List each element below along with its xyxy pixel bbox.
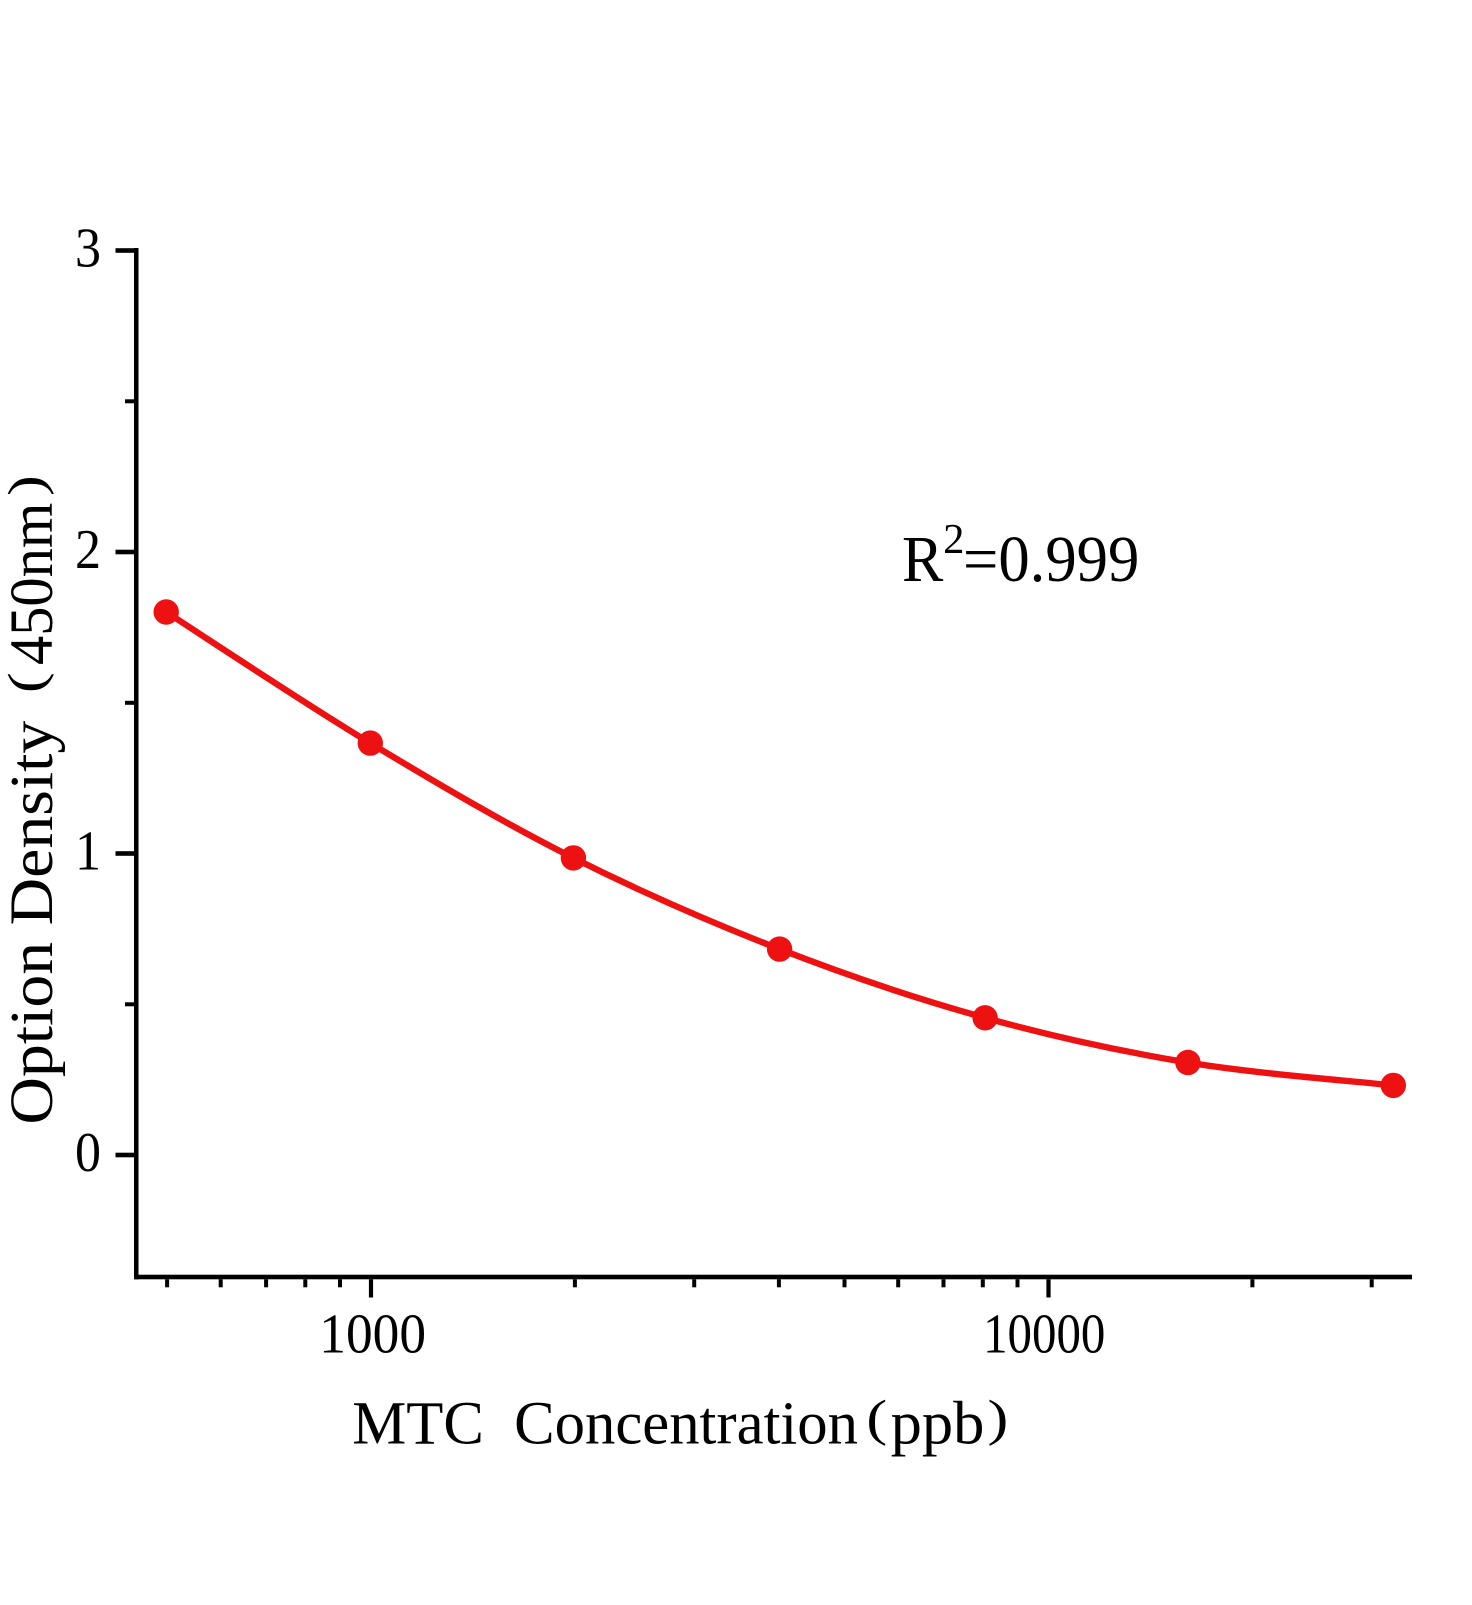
svg-text:1: 1 (75, 821, 101, 883)
svg-text:450nm: 450nm (0, 503, 66, 665)
svg-text:=0.999: =0.999 (963, 523, 1139, 596)
svg-text:2: 2 (75, 519, 101, 581)
svg-text:): ) (988, 1391, 1009, 1447)
svg-text:2: 2 (943, 516, 964, 563)
svg-text:R: R (902, 523, 943, 596)
svg-text:3: 3 (75, 218, 101, 280)
svg-text:10000: 10000 (983, 1304, 1105, 1366)
svg-text:Option Density: Option Density (0, 720, 66, 1125)
svg-text:0: 0 (75, 1122, 101, 1184)
svg-text:): ) (0, 475, 55, 496)
svg-text:(: ( (0, 672, 55, 693)
svg-text:1000: 1000 (319, 1304, 426, 1366)
svg-text:(: ( (866, 1391, 887, 1447)
svg-text:ppb: ppb (891, 1391, 985, 1458)
svg-text:MTC Concentration: MTC Concentration (352, 1391, 858, 1458)
